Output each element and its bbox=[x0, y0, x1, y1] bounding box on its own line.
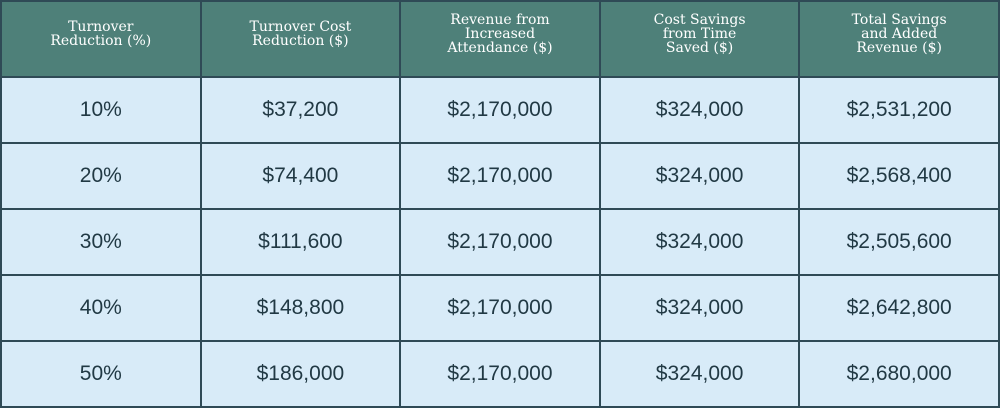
cell-turnover-reduction: 30% bbox=[0, 208, 202, 276]
cell-turnover-cost-reduction: $186,000 bbox=[199, 340, 402, 408]
cell-turnover-cost-reduction: $74,400 bbox=[199, 142, 402, 210]
cell-total-savings: $2,505,600 bbox=[798, 208, 1000, 276]
cell-total-savings: $2,568,400 bbox=[798, 142, 1000, 210]
cell-turnover-reduction: 20% bbox=[0, 142, 202, 210]
cell-total-savings: $2,680,000 bbox=[798, 340, 1000, 408]
header-turnover-reduction: Turnover Reduction (%) bbox=[0, 0, 202, 78]
table-row: 40% $148,800 $2,170,000 $324,000 $2,642,… bbox=[0, 274, 1000, 342]
header-revenue-increased-attendance: Revenue from Increased Attendance ($) bbox=[399, 0, 601, 78]
cell-turnover-cost-reduction: $148,800 bbox=[199, 274, 402, 342]
cell-turnover-cost-reduction: $37,200 bbox=[199, 76, 402, 144]
cell-revenue-attendance: $2,170,000 bbox=[399, 142, 601, 210]
cell-cost-savings-time: $324,000 bbox=[598, 76, 801, 144]
cell-turnover-reduction: 50% bbox=[0, 340, 202, 408]
header-row: Turnover Reduction (%) Turnover Cost Red… bbox=[0, 0, 1000, 78]
cell-turnover-reduction: 40% bbox=[0, 274, 202, 342]
table-row: 10% $37,200 $2,170,000 $324,000 $2,531,2… bbox=[0, 76, 1000, 144]
cell-turnover-cost-reduction: $111,600 bbox=[199, 208, 402, 276]
cell-cost-savings-time: $324,000 bbox=[598, 274, 801, 342]
cell-revenue-attendance: $2,170,000 bbox=[399, 340, 601, 408]
cell-cost-savings-time: $324,000 bbox=[598, 208, 801, 276]
cell-turnover-reduction: 10% bbox=[0, 76, 202, 144]
table-row: 50% $186,000 $2,170,000 $324,000 $2,680,… bbox=[0, 340, 1000, 408]
cell-revenue-attendance: $2,170,000 bbox=[399, 274, 601, 342]
header-turnover-cost-reduction: Turnover Cost Reduction ($) bbox=[199, 0, 402, 78]
cell-revenue-attendance: $2,170,000 bbox=[399, 208, 601, 276]
cell-cost-savings-time: $324,000 bbox=[598, 340, 801, 408]
table-row: 20% $74,400 $2,170,000 $324,000 $2,568,4… bbox=[0, 142, 1000, 210]
header-cost-savings-time: Cost Savings from Time Saved ($) bbox=[598, 0, 801, 78]
cell-total-savings: $2,531,200 bbox=[798, 76, 1000, 144]
cell-cost-savings-time: $324,000 bbox=[598, 142, 801, 210]
header-total-savings: Total Savings and Added Revenue ($) bbox=[798, 0, 1000, 78]
table-row: 30% $111,600 $2,170,000 $324,000 $2,505,… bbox=[0, 208, 1000, 276]
cell-total-savings: $2,642,800 bbox=[798, 274, 1000, 342]
cell-revenue-attendance: $2,170,000 bbox=[399, 76, 601, 144]
